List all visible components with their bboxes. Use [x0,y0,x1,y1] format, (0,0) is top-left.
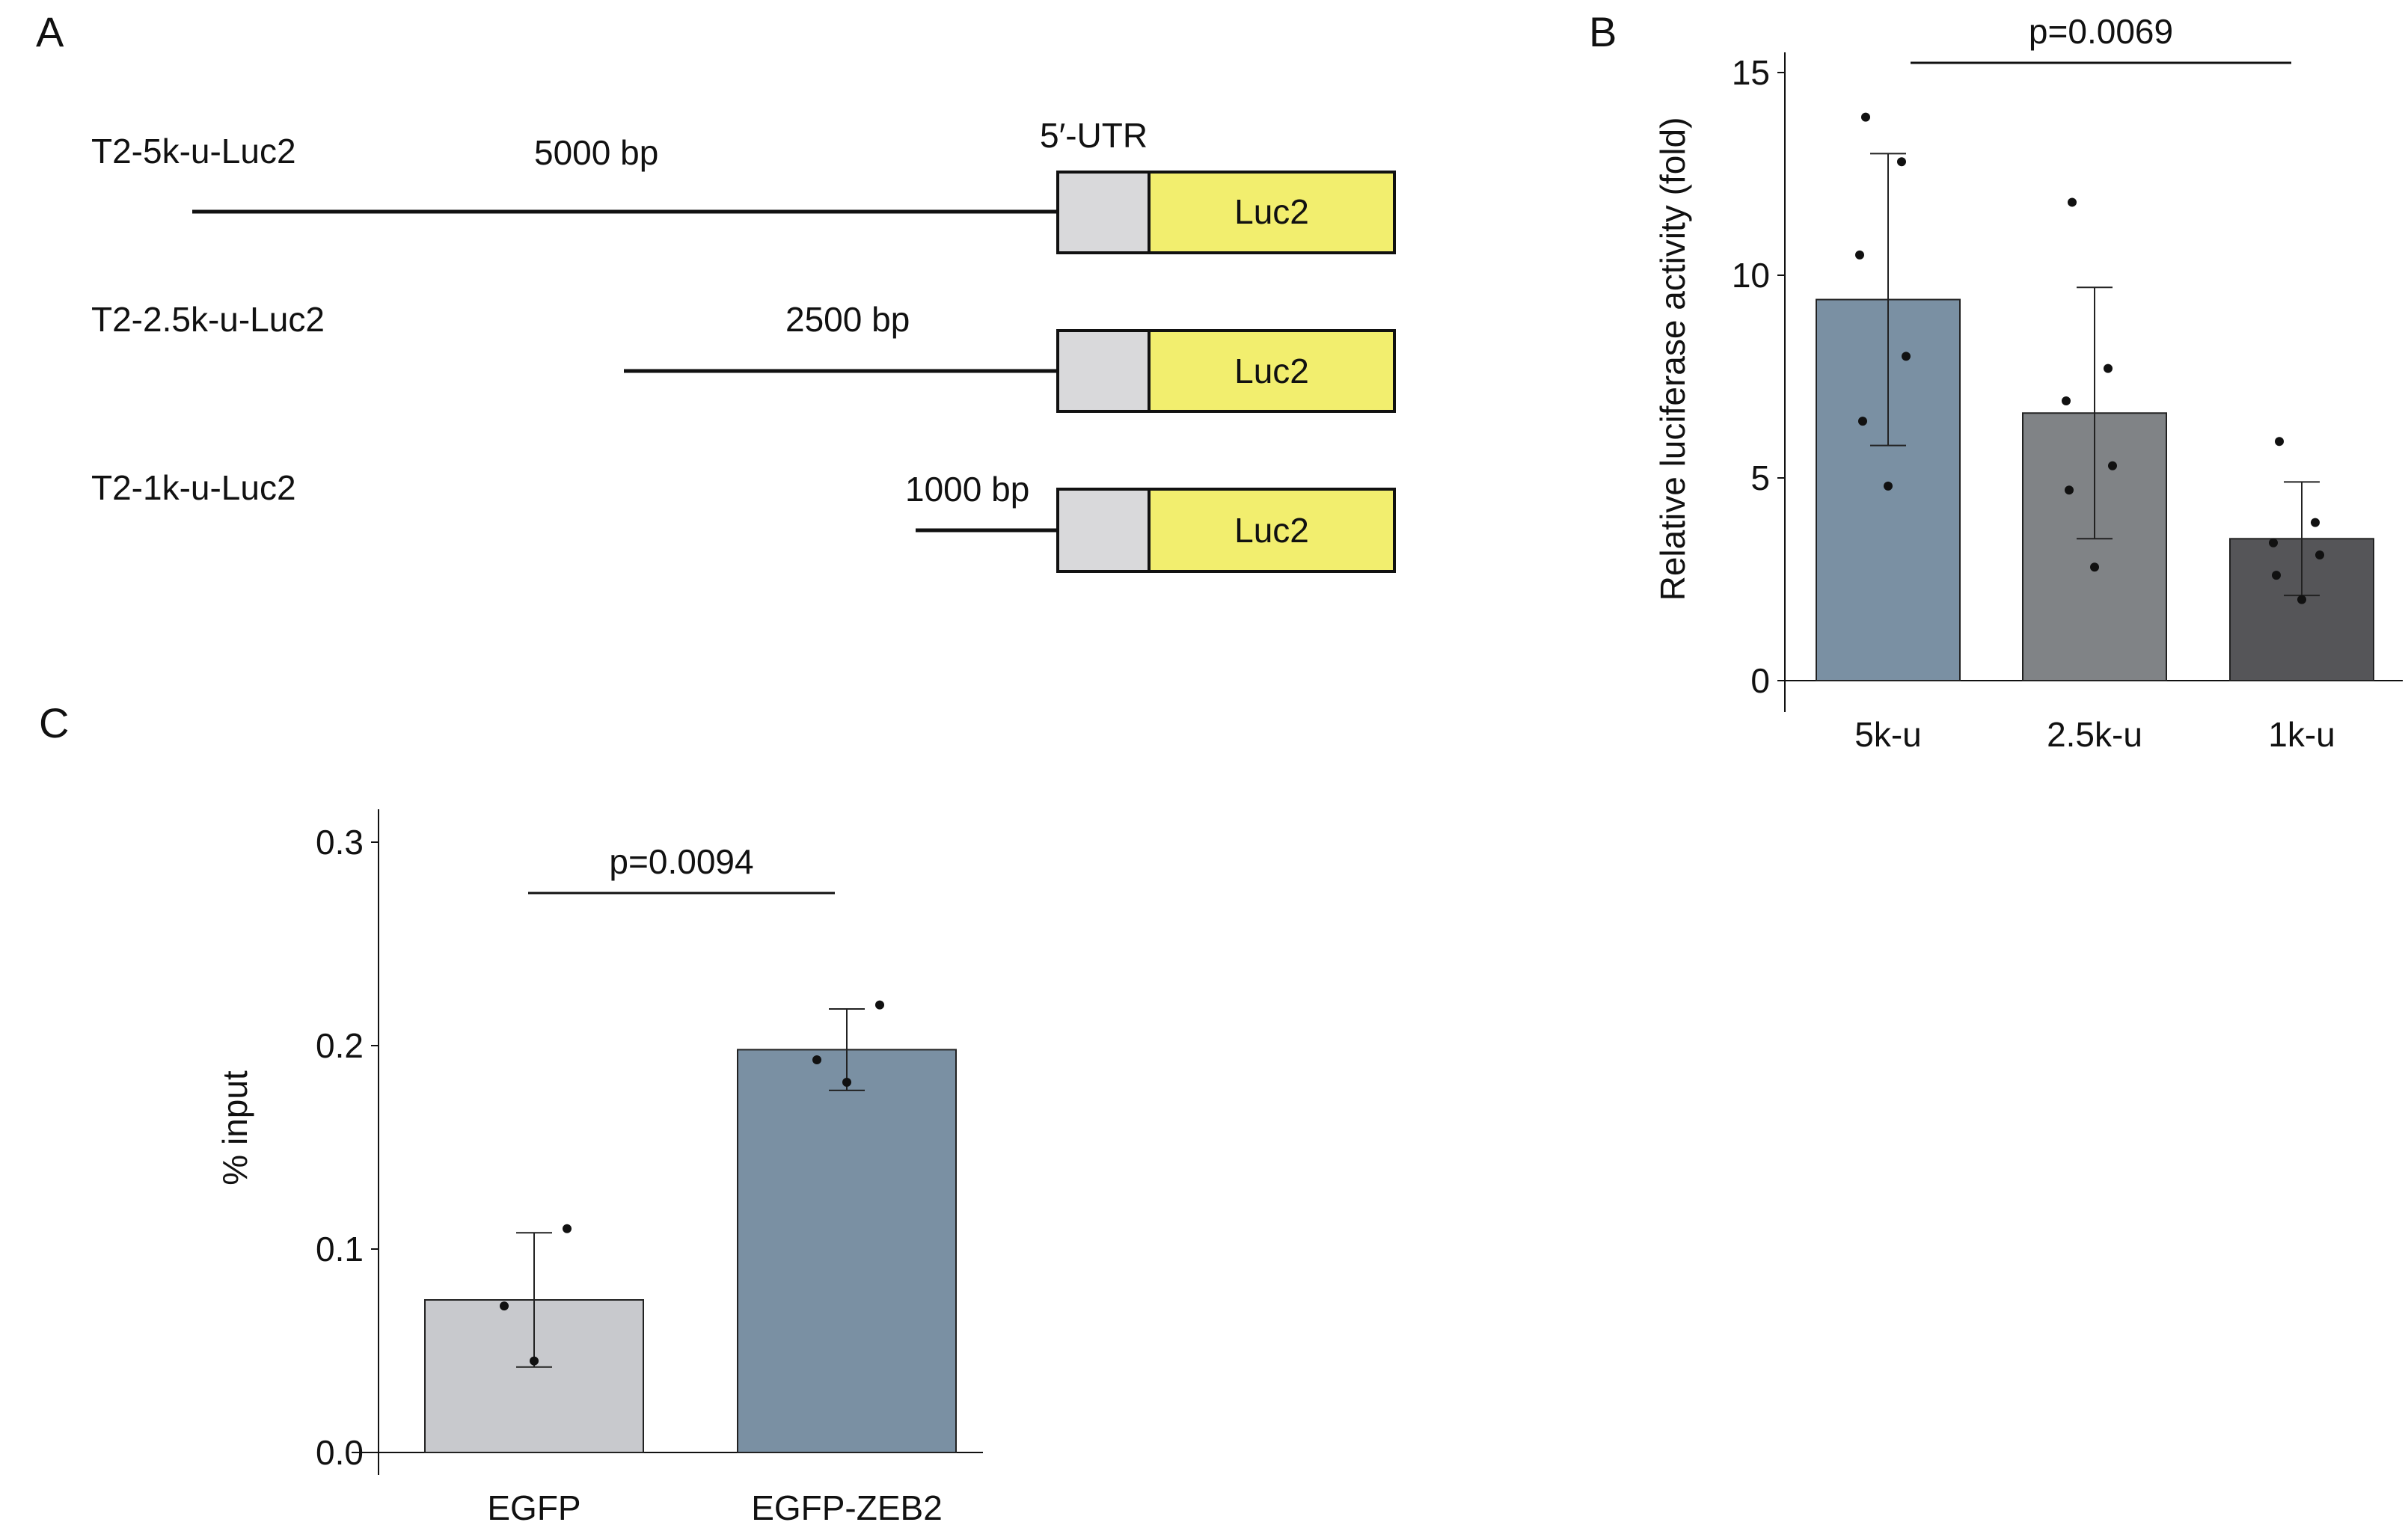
y-tick-label: 5 [1750,458,1770,497]
utr-box [1056,171,1151,254]
category-label: EGFP-ZEB2 [751,1488,943,1527]
y-axis-title: Relative luciferase activity (fold) [1653,117,1692,601]
category-label: 5k-u [1854,715,1921,754]
data-point [500,1301,509,1311]
y-tick-label: 15 [1732,53,1770,92]
data-point [2297,595,2306,604]
panel-b-bar-chart: B Relative luciferase activity (fold) 0 5… [1589,8,2403,754]
data-point [530,1356,539,1366]
data-point [2065,485,2074,495]
utr-label: 5′-UTR [1040,116,1148,155]
y-tick-label: 0 [1750,661,1770,700]
data-point [2108,461,2117,470]
data-point [1902,352,1911,361]
construct-5k: T2-5k-u-Luc2 5000 bp Luc2 [91,132,1396,254]
data-point [2315,550,2324,559]
bar [737,1049,957,1453]
panel-a: A 5′-UTR T2-5k-u-Luc2 5000 bp Luc2 T2-2.… [36,8,1396,573]
data-point [1884,481,1893,491]
data-point [2272,571,2281,580]
luc2-label: Luc2 [1234,192,1309,231]
luc2-box [1148,329,1396,413]
data-point [812,1055,821,1065]
panel-c-letter: C [39,699,69,746]
data-point [2275,437,2284,447]
construct-name: T2-5k-u-Luc2 [91,132,296,171]
y-tick-label: 0.3 [316,823,364,862]
data-point [875,1000,884,1010]
data-point [1858,417,1867,426]
data-point [2068,197,2077,207]
construct-1k: T2-1k-u-Luc2 1000 bp Luc2 [91,468,1396,573]
luc2-box [1148,488,1396,573]
construct-name: T2-2.5k-u-Luc2 [91,300,325,339]
utr-box [1056,488,1151,573]
data-point [2311,518,2320,527]
y-axis-title: % input [215,1070,254,1185]
panel-c-bar-chart: C % input 0.0 0.1 0.2 0.3 EGFP EGFP-ZEB2 p=0.0… [39,699,983,1527]
luc2-label: Luc2 [1234,511,1309,550]
chart-c-plot: 0.0 0.1 0.2 0.3 EGFP EGFP-ZEB2 p=0.0094 [316,809,983,1527]
data-point [563,1224,572,1233]
utr-box [1056,329,1151,413]
promoter-length-label: 2500 bp [785,300,910,339]
data-point [1855,250,1864,260]
promoter-length-label: 1000 bp [905,470,1029,509]
category-label: 2.5k-u [2047,715,2142,754]
panel-b-letter: B [1589,8,1617,55]
luc2-box [1148,171,1396,254]
data-point [2090,562,2099,572]
panel-a-letter: A [36,8,64,55]
data-point [2062,396,2071,406]
data-point [2269,538,2278,547]
chart-b-plot: 0 5 10 15 5k-u 2.5k-u 1k-u p=0.0069 [1732,12,2403,754]
p-value-label: p=0.0069 [2029,12,2173,51]
construct-name: T2-1k-u-Luc2 [91,468,296,507]
category-label: EGFP [487,1488,580,1527]
y-tick-label: 0.2 [316,1026,364,1065]
luc2-label: Luc2 [1234,352,1309,390]
data-point [1861,112,1870,122]
y-tick-label: 0.1 [316,1230,364,1268]
data-point [2104,363,2113,373]
promoter-length-label: 5000 bp [534,133,658,172]
p-value-label: p=0.0094 [609,842,753,881]
y-tick-label: 0.0 [316,1433,364,1472]
data-point [1897,157,1906,167]
category-label: 1k-u [2268,715,2335,754]
y-tick-label: 10 [1732,256,1770,295]
construct-2-5k: T2-2.5k-u-Luc2 2500 bp Luc2 [91,300,1396,413]
data-point [842,1077,851,1087]
